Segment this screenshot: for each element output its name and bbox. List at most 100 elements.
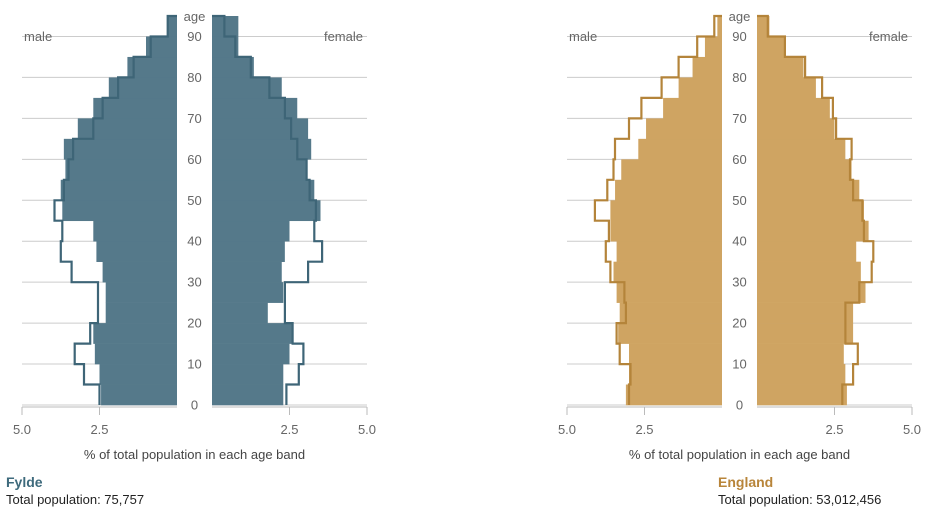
england-pyramid-chart: 0 10 20 30 40 50 60 70 80 90 age male female 5.0 2.5 2.…	[558, 9, 921, 462]
fylde-male-comparator-outline	[53, 14, 177, 405]
fylde-male-bar-65-69	[77, 118, 177, 140]
fylde-male-bar-85-89	[146, 36, 177, 58]
fylde-female-bar-70-74	[212, 97, 298, 119]
fylde-female-bar-55-59	[212, 159, 307, 181]
england-male-comparator-outline	[593, 14, 722, 405]
fylde-x-tick-label: 5.0	[13, 422, 31, 437]
england-male-bar-40-44	[610, 220, 722, 242]
fylde-male-bar-80-84	[127, 56, 177, 78]
fylde-male-bar-50-54	[60, 179, 177, 201]
england-x-tick-label: 2.5	[825, 422, 843, 437]
england-male-bar-60-64	[638, 138, 722, 160]
fylde-male-bar-70-74	[93, 97, 177, 119]
england-male-bar-15-19	[618, 323, 722, 344]
england-female-bar-65-69	[757, 118, 835, 140]
fylde-male-bar-35-39	[96, 241, 177, 262]
england-age-tick-label: 0	[736, 398, 743, 413]
fylde-female-bar-40-44	[212, 220, 290, 242]
england-caption: England Total population: 53,012,456	[718, 474, 881, 507]
fylde-age-tick-label: 80	[187, 70, 201, 85]
fylde-age-tick-label: 10	[187, 357, 201, 372]
fylde-female-comparator-outline	[212, 14, 324, 405]
fylde-age-tick-label: 50	[187, 193, 201, 208]
england-female-label: female	[869, 29, 908, 44]
england-x-tick-label: 5.0	[558, 422, 576, 437]
fylde-total-population: Total population: 75,757	[6, 492, 145, 507]
fylde-pyramid-chart: 0 10 20 30 40 50 60 70 80 90 age male female 5.0 2.5 2.…	[13, 9, 376, 462]
fylde-male-bar-20-24	[105, 302, 177, 324]
fylde-male-bar-25-29	[105, 282, 177, 303]
fylde-female-bar-80-84	[212, 56, 254, 78]
fylde-male-bar-0-4	[101, 384, 177, 406]
england-female-bar-75-79	[757, 77, 816, 99]
fylde-male-bar-90+	[167, 16, 177, 37]
england-area-name: England	[718, 474, 774, 490]
fylde-female-bar-5-9	[212, 364, 284, 385]
fylde-age-tick-label: 70	[187, 111, 201, 126]
england-age-tick-label: 70	[732, 111, 746, 126]
fylde-male-bar-75-79	[108, 77, 177, 99]
england-total-population: Total population: 53,012,456	[718, 492, 882, 507]
england-male-bar-85-89	[704, 36, 722, 58]
england-x-tick-label: 2.5	[635, 422, 653, 437]
england-female-bar-50-54	[757, 179, 860, 201]
fylde-male-bar-15-19	[93, 323, 177, 344]
england-female-bar-15-19	[757, 323, 854, 344]
england-male-bar-30-34	[613, 261, 722, 283]
england-male-bar-5-9	[629, 364, 722, 385]
england-age-tick-label: 50	[732, 193, 746, 208]
fylde-female-bar-75-79	[212, 77, 282, 99]
england-male-bar-45-49	[610, 200, 722, 222]
england-male-bar-90+	[717, 16, 722, 37]
england-male-bar-80-84	[692, 56, 722, 78]
fylde-x-tick-label: 2.5	[280, 422, 298, 437]
england-male-bar-35-39	[616, 241, 722, 262]
england-age-tick-label: 80	[732, 70, 746, 85]
fylde-area-name: Fylde	[6, 474, 43, 490]
england-female-bar-25-29	[757, 282, 866, 303]
fylde-male-bar-10-14	[94, 343, 177, 365]
england-female-bar-90+	[757, 16, 770, 37]
fylde-age-tick-label: 30	[187, 275, 201, 290]
england-male-bar-55-59	[621, 159, 722, 181]
fylde-female-bar-25-29	[212, 282, 284, 303]
fylde-female-bar-45-49	[212, 200, 321, 222]
england-female-bar-30-34	[757, 261, 861, 283]
england-x-axis-title: % of total population in each age band	[629, 447, 850, 462]
fylde-x-tick-label: 5.0	[358, 422, 376, 437]
fylde-age-tick-label: 90	[187, 29, 201, 44]
england-male-label: male	[569, 29, 597, 44]
england-female-bar-5-9	[757, 364, 846, 385]
fylde-age-tick-label: 60	[187, 152, 201, 167]
fylde-male-bar-5-9	[99, 364, 177, 385]
england-female-comparator-outline	[757, 14, 875, 405]
england-age-tick-label: 60	[732, 152, 746, 167]
england-female-bar-55-59	[757, 159, 852, 181]
fylde-male-bar-45-49	[62, 200, 177, 222]
england-female-bar-85-89	[757, 36, 785, 58]
england-male-bar-20-24	[619, 302, 722, 324]
england-age-tick-label: 40	[732, 234, 746, 249]
fylde-male-bar-60-64	[63, 138, 177, 160]
england-age-tick-label: 10	[732, 357, 746, 372]
england-age-tick-label: 90	[732, 29, 746, 44]
england-female-bar-20-24	[757, 302, 854, 324]
fylde-female-bar-10-14	[212, 343, 290, 365]
fylde-male-bar-55-59	[65, 159, 177, 181]
england-female-bar-40-44	[757, 220, 869, 242]
fylde-male-bar-40-44	[93, 220, 177, 242]
england-age-tick-label: 30	[732, 275, 746, 290]
england-female-bar-70-74	[757, 97, 830, 119]
england-male-bar-70-74	[663, 97, 722, 119]
england-female-bar-80-84	[757, 56, 804, 78]
fylde-female-bar-35-39	[212, 241, 285, 262]
england-x-tick-label: 5.0	[903, 422, 921, 437]
fylde-x-tick-label: 2.5	[90, 422, 108, 437]
england-male-bar-10-14	[629, 343, 722, 365]
england-male-bar-50-54	[615, 179, 722, 201]
england-female-bar-45-49	[757, 200, 864, 222]
england-male-bar-25-29	[616, 282, 722, 303]
england-male-bar-75-79	[678, 77, 722, 99]
england-age-axis-label: age	[729, 9, 751, 24]
england-female-bar-35-39	[757, 241, 857, 262]
